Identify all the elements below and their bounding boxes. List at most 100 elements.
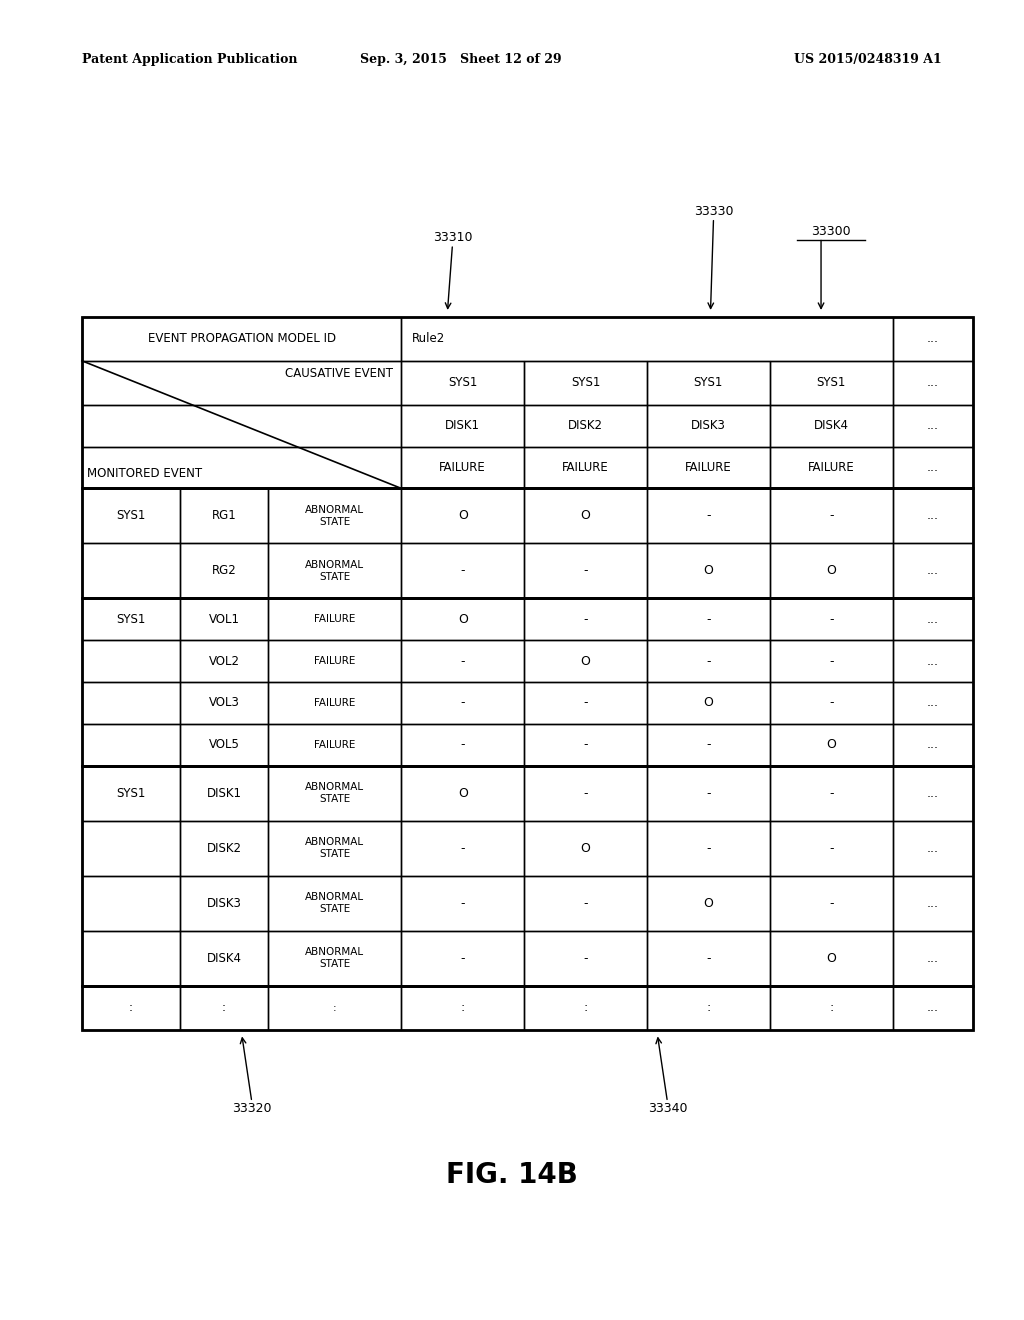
Bar: [770, 723, 893, 766]
Text: VOL2: VOL2: [209, 655, 240, 668]
Text: DISK4: DISK4: [207, 952, 242, 965]
Text: -: -: [461, 842, 465, 854]
Bar: [82, 723, 180, 766]
Text: -: -: [461, 952, 465, 965]
Bar: [893, 598, 973, 640]
Bar: [893, 360, 973, 405]
Bar: [268, 723, 401, 766]
Text: MONITORED EVENT: MONITORED EVENT: [87, 467, 202, 480]
Bar: [82, 360, 401, 405]
Bar: [268, 986, 401, 1030]
Text: FAILURE: FAILURE: [314, 739, 355, 750]
Text: SYS1: SYS1: [117, 612, 145, 626]
Text: -: -: [584, 612, 588, 626]
Text: -: -: [829, 612, 834, 626]
Bar: [647, 875, 770, 931]
Bar: [770, 640, 893, 682]
Bar: [268, 598, 401, 640]
Text: -: -: [707, 655, 711, 668]
Bar: [893, 766, 973, 821]
Text: SYS1: SYS1: [816, 376, 846, 389]
Bar: [524, 544, 647, 598]
Text: FAILURE: FAILURE: [808, 461, 855, 474]
Text: SYS1: SYS1: [693, 376, 723, 389]
Bar: [268, 766, 401, 821]
Text: -: -: [584, 565, 588, 577]
Bar: [401, 875, 524, 931]
Bar: [180, 544, 268, 598]
Bar: [82, 317, 401, 360]
Text: -: -: [707, 738, 711, 751]
Bar: [180, 682, 268, 723]
Bar: [647, 821, 770, 875]
Text: -: -: [584, 952, 588, 965]
Bar: [893, 640, 973, 682]
Text: DISK3: DISK3: [207, 896, 242, 909]
Text: O: O: [703, 697, 714, 709]
Bar: [770, 598, 893, 640]
Text: DISK2: DISK2: [207, 842, 242, 854]
Text: O: O: [458, 510, 468, 523]
Text: -: -: [707, 842, 711, 854]
Bar: [268, 931, 401, 986]
Text: SYS1: SYS1: [117, 787, 145, 800]
Bar: [647, 405, 770, 446]
Bar: [82, 488, 973, 598]
Bar: [893, 931, 973, 986]
Bar: [647, 598, 770, 640]
Bar: [180, 821, 268, 875]
Text: 33320: 33320: [232, 1102, 271, 1115]
Text: ...: ...: [927, 697, 939, 709]
Text: SYS1: SYS1: [449, 376, 477, 389]
Bar: [893, 723, 973, 766]
Bar: [524, 766, 647, 821]
Bar: [770, 405, 893, 446]
Bar: [770, 682, 893, 723]
Text: FAILURE: FAILURE: [314, 656, 355, 667]
Text: :: :: [707, 1001, 711, 1014]
Bar: [401, 766, 524, 821]
Text: ...: ...: [927, 842, 939, 854]
Bar: [524, 682, 647, 723]
Bar: [180, 723, 268, 766]
Bar: [770, 488, 893, 544]
Text: ...: ...: [927, 420, 939, 432]
Text: -: -: [829, 655, 834, 668]
Bar: [401, 488, 524, 544]
Bar: [401, 682, 524, 723]
Bar: [82, 821, 180, 875]
Text: 33300: 33300: [811, 224, 851, 238]
Text: ABNORMAL
STATE: ABNORMAL STATE: [305, 948, 365, 969]
Bar: [82, 317, 973, 488]
Bar: [893, 682, 973, 723]
Bar: [82, 766, 180, 821]
Bar: [770, 766, 893, 821]
Bar: [770, 931, 893, 986]
Text: ABNORMAL
STATE: ABNORMAL STATE: [305, 783, 365, 804]
Text: Rule2: Rule2: [412, 333, 444, 346]
Bar: [647, 723, 770, 766]
Text: ...: ...: [927, 510, 939, 523]
Bar: [268, 640, 401, 682]
Text: EVENT PROPAGATION MODEL ID: EVENT PROPAGATION MODEL ID: [147, 333, 336, 346]
Text: -: -: [584, 787, 588, 800]
Text: 33310: 33310: [433, 231, 472, 244]
Bar: [770, 986, 893, 1030]
Text: -: -: [829, 697, 834, 709]
Text: O: O: [826, 952, 837, 965]
Text: VOL3: VOL3: [209, 697, 240, 709]
Text: O: O: [581, 842, 591, 854]
Bar: [180, 986, 268, 1030]
Text: ...: ...: [927, 565, 939, 577]
Text: 33340: 33340: [648, 1102, 687, 1115]
Text: O: O: [458, 787, 468, 800]
Bar: [180, 640, 268, 682]
Bar: [401, 446, 524, 488]
Text: O: O: [703, 896, 714, 909]
Text: -: -: [461, 738, 465, 751]
Bar: [524, 405, 647, 446]
Text: ...: ...: [927, 787, 939, 800]
Text: ABNORMAL
STATE: ABNORMAL STATE: [305, 892, 365, 913]
Text: SYS1: SYS1: [117, 510, 145, 523]
Text: ...: ...: [927, 896, 939, 909]
